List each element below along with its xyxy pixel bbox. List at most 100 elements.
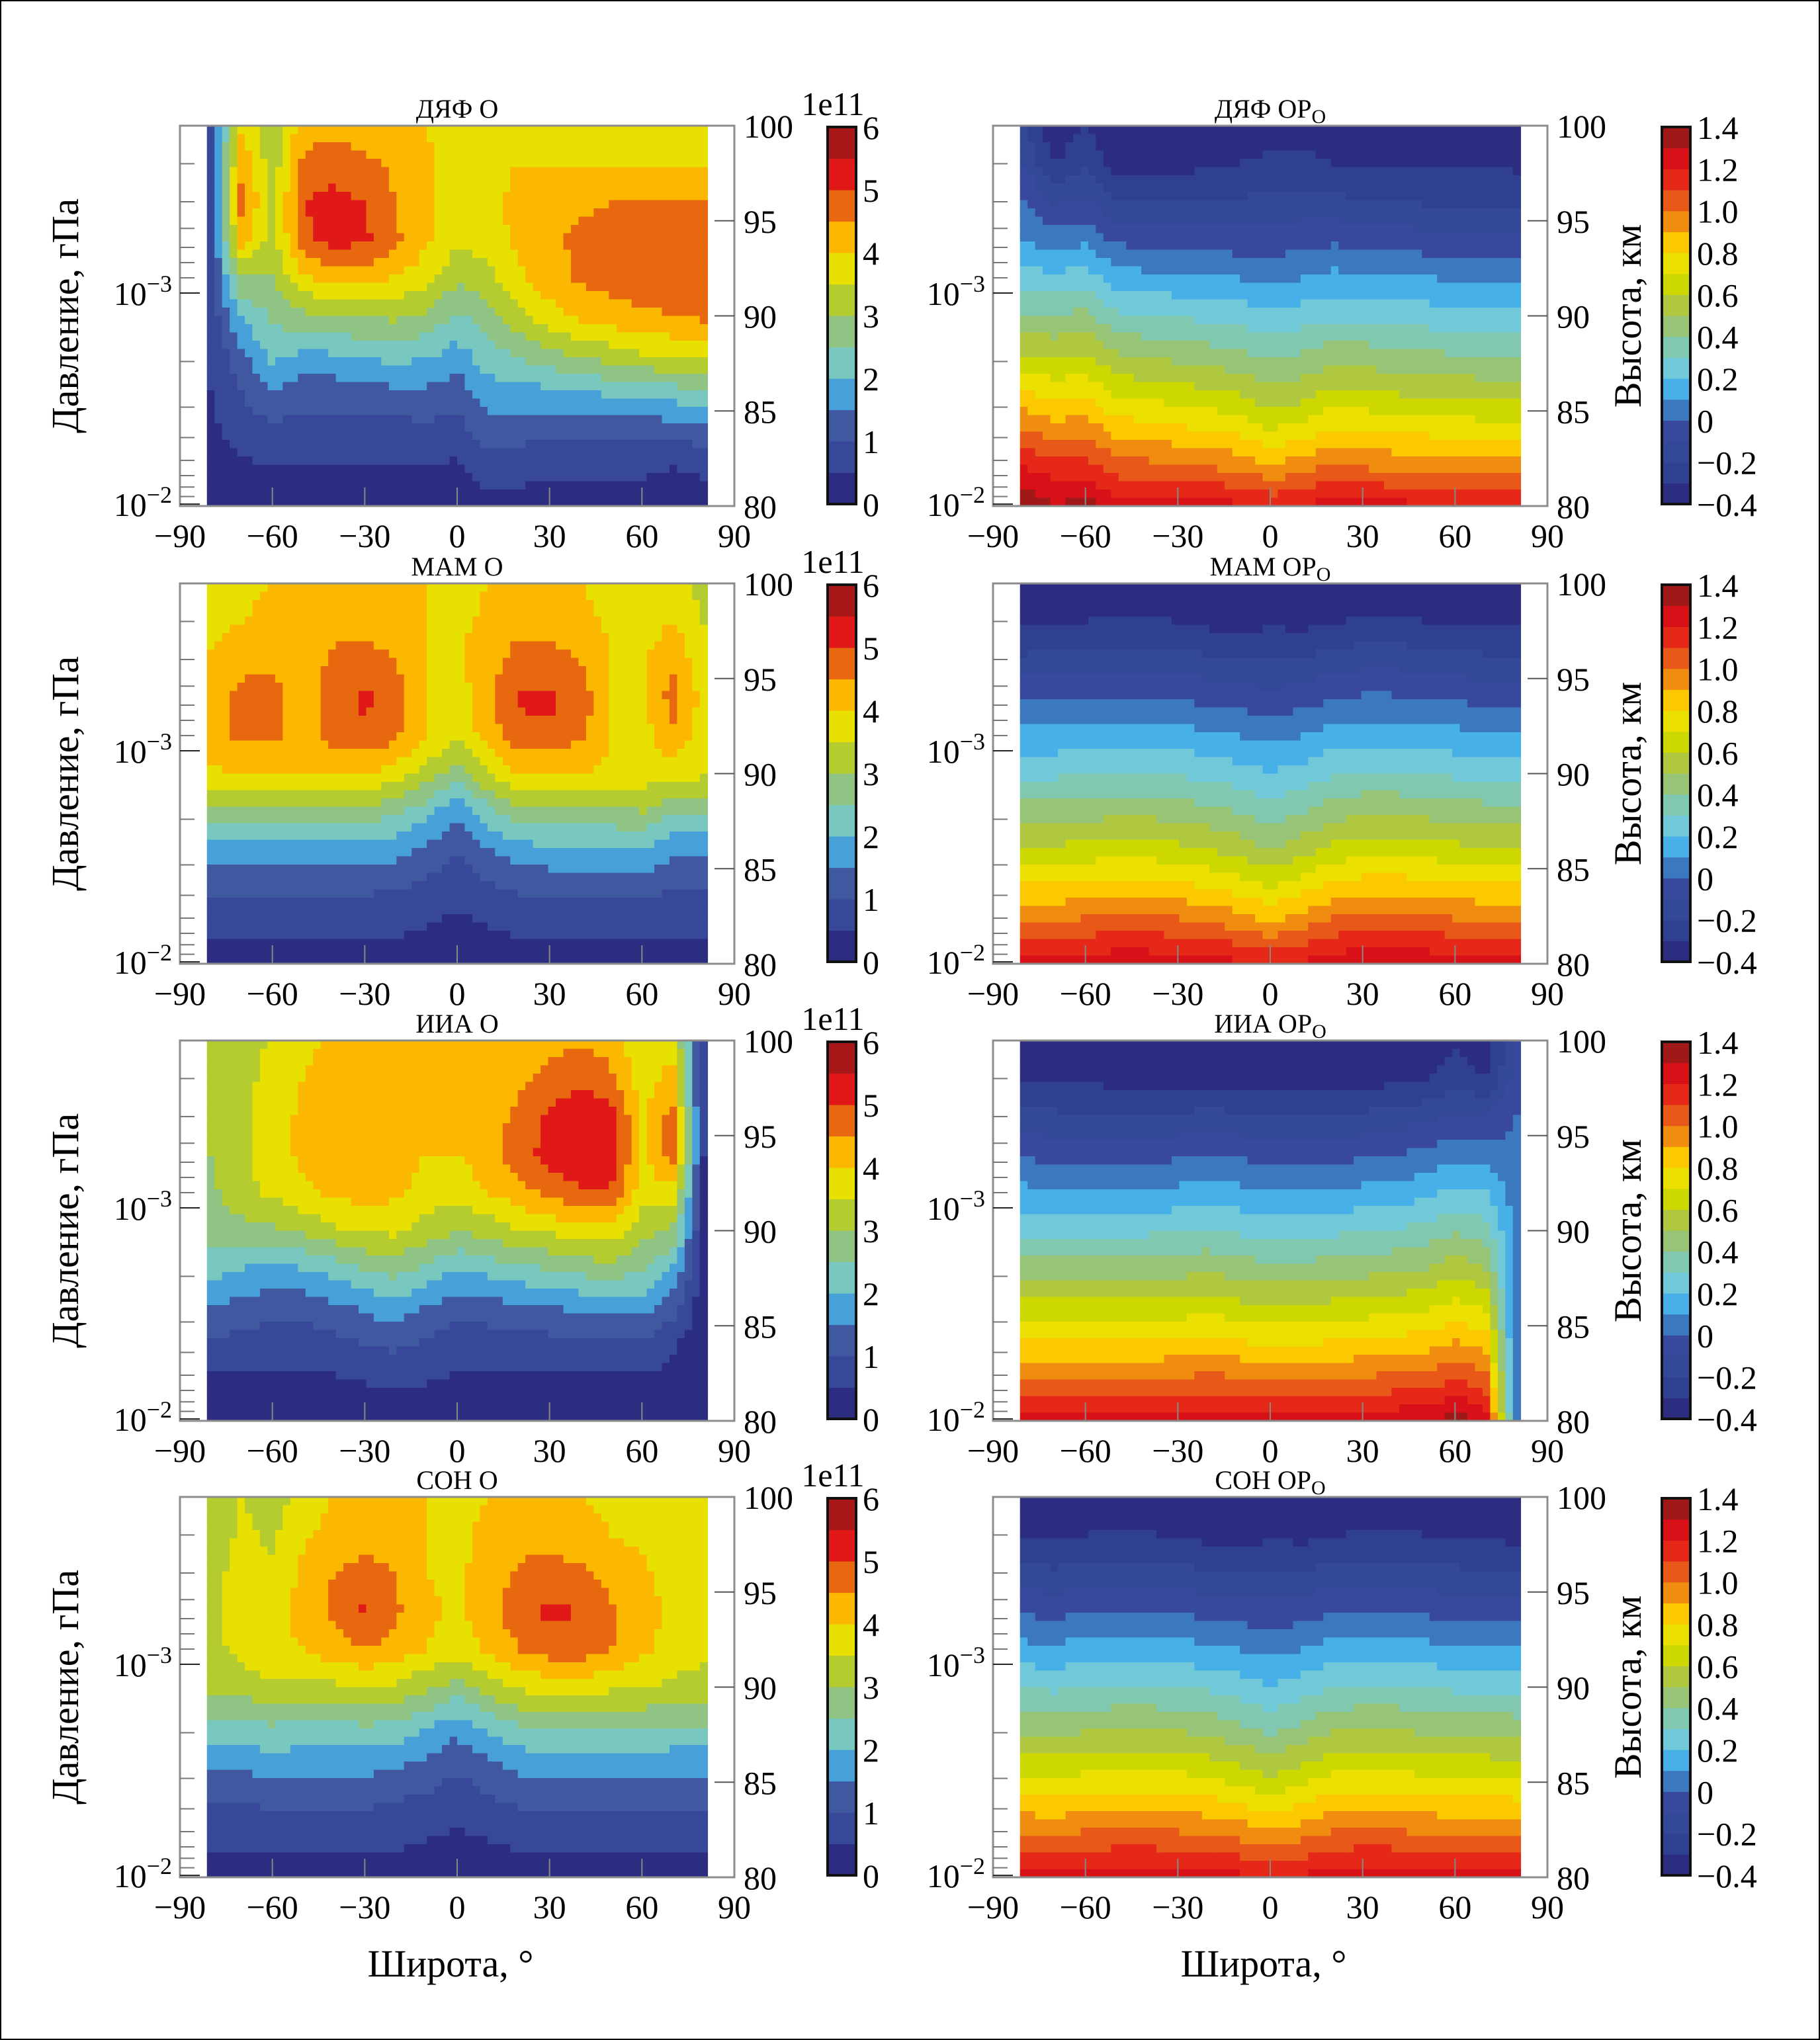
contour-cell [267, 241, 275, 250]
contour-cell [404, 349, 412, 358]
contour-cell [700, 234, 708, 242]
contour-cell [1490, 316, 1498, 325]
contour-cell [222, 489, 230, 498]
contour-cell [1240, 324, 1248, 333]
contour-cell [1058, 258, 1066, 267]
contour-cell [336, 308, 344, 316]
contour-cell [677, 200, 685, 209]
contour-cell [351, 175, 359, 184]
contour-cell [563, 423, 571, 432]
contour-cell [1202, 349, 1210, 358]
contour-cell [685, 465, 693, 474]
contour-cell [609, 225, 617, 234]
contour-cell [351, 366, 359, 374]
contour-cell [275, 291, 283, 300]
contour-cell [245, 390, 253, 399]
contour-cell [1043, 134, 1051, 143]
contour-cell [632, 159, 640, 167]
contour-cell [328, 423, 336, 432]
contour-cell [632, 250, 640, 259]
contour-cell [586, 465, 594, 474]
contour-cell [654, 407, 662, 415]
contour-cell [1316, 316, 1324, 325]
contour-cell [1316, 234, 1324, 242]
contour-cell [290, 291, 298, 300]
contour-cell [518, 159, 526, 167]
contour-cell [207, 440, 215, 448]
contour-cell [624, 291, 632, 300]
colorbar-multiplier: 1e11 [801, 85, 864, 122]
contour-cell [253, 308, 261, 316]
contour-cell [677, 316, 685, 325]
contour-cell [343, 250, 351, 259]
contour-cell [412, 167, 419, 176]
contour-cell [563, 341, 571, 349]
contour-cell [366, 407, 374, 415]
contour-cell [464, 482, 472, 490]
contour-cell [207, 184, 215, 192]
contour-cell [435, 283, 443, 292]
contour-cell [457, 465, 465, 474]
contour-cell [677, 167, 685, 176]
contour-cell [1073, 200, 1081, 209]
contour-cell [442, 357, 450, 366]
contour-cell [1376, 291, 1384, 300]
contour-cell [238, 192, 245, 200]
contour-cell [1080, 208, 1088, 217]
contour-cell [1119, 258, 1127, 267]
contour-cell [298, 142, 306, 151]
contour-cell [1035, 241, 1043, 250]
contour-cell [1043, 200, 1051, 209]
contour-cell [662, 399, 670, 407]
contour-cell [1248, 316, 1256, 325]
contour-cell [1111, 308, 1119, 316]
contour-cell [1293, 134, 1301, 143]
contour-cell [351, 324, 359, 333]
contour-cell [343, 217, 351, 226]
contour-cell [609, 399, 617, 407]
contour-cell [518, 192, 526, 200]
contour-cell [1430, 200, 1438, 209]
contour-cell [1338, 200, 1346, 209]
contour-cell [639, 489, 647, 498]
contour-cell [412, 300, 419, 308]
contour-cell [1172, 175, 1180, 184]
contour-cell [1414, 258, 1422, 267]
contour-cell [609, 151, 617, 159]
contour-cell [1119, 267, 1127, 275]
contour-cell [1369, 316, 1377, 325]
contour-cell [1460, 267, 1468, 275]
contour-cell [207, 250, 215, 259]
contour-cell [1331, 349, 1339, 358]
contour-cell [571, 473, 579, 482]
contour-cell [586, 283, 594, 292]
colorbar-band [828, 190, 856, 222]
contour-cell [1483, 184, 1491, 192]
contour-cell [670, 316, 677, 325]
contour-cell [238, 316, 245, 325]
contour-cell [1263, 324, 1271, 333]
contour-cell [1043, 217, 1051, 226]
contour-cell [306, 357, 314, 366]
contour-cell [336, 316, 344, 325]
contour-cell [1202, 241, 1210, 250]
contour-cell [374, 184, 382, 192]
contour-cell [260, 151, 268, 159]
contour-cell [207, 275, 215, 283]
contour-cell [1240, 234, 1248, 242]
contour-cell [1362, 349, 1369, 358]
contour-cell [207, 291, 215, 300]
contour-cell [578, 283, 586, 292]
contour-cell [1505, 300, 1513, 308]
contour-cell [1187, 175, 1195, 184]
contour-cell [1020, 159, 1028, 167]
contour-cell [207, 159, 215, 167]
contour-cell [1369, 275, 1377, 283]
contour-cell [214, 167, 222, 176]
contour-cell [336, 234, 344, 242]
contour-cell [222, 159, 230, 167]
contour-cell [238, 357, 245, 366]
contour-cell [1240, 300, 1248, 308]
contour-cell [632, 151, 640, 159]
contour-cell [366, 415, 374, 424]
